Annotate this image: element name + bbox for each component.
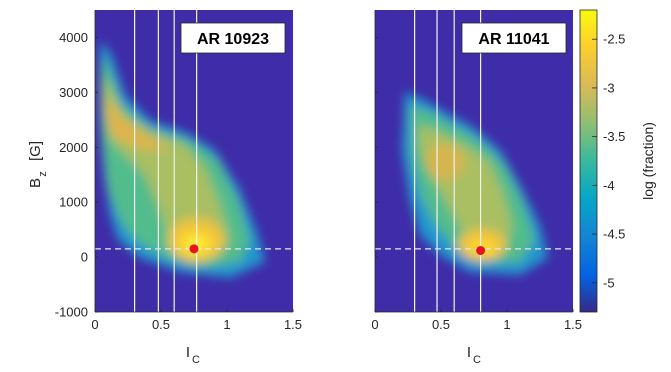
left-x-tick-label: 1 (223, 317, 230, 332)
left-x-tick-label: 1.5 (284, 317, 302, 332)
right-xlabel-subscript: C (473, 354, 481, 366)
left-panel: AR 10923 0 0.5 1 1.5-100001000200030004000 … (27, 10, 302, 366)
left-vertical-lines (134, 10, 198, 312)
left-panel-title: AR 10923 (197, 31, 269, 48)
right-xlabel-symbol: I (467, 344, 471, 361)
left-y-tick-label: 3000 (59, 85, 88, 100)
right-x-tick-label: 0 (371, 317, 378, 332)
left-y-tick-label: 2000 (59, 140, 88, 155)
left-x-tick-label: 0.5 (152, 317, 170, 332)
colorbar-gradient (579, 9, 598, 313)
colorbar-label: log (fraction) (640, 122, 656, 200)
left-ylabel: B z [G] (27, 141, 49, 188)
left-y-tick-label: 1000 (59, 195, 88, 210)
left-ylabel-symbol: B (27, 178, 44, 188)
left-xlabel: I C (186, 344, 200, 366)
right-heatmap (402, 92, 548, 275)
right-panel: AR 11041 0 0.5 1 1.5 I C (371, 10, 582, 366)
left-title-box (180, 22, 286, 54)
colorbar-ticks: -2.5 -3 -3.5 -4 -4.5 -5 (592, 32, 625, 290)
colorbar-tick-label: -3.5 (603, 129, 625, 144)
left-heatmap (100, 40, 265, 278)
colorbar-tick-label: -5 (603, 275, 615, 290)
left-y-tick-label: 4000 (59, 30, 88, 45)
right-vertical-lines (414, 10, 482, 312)
right-panel-title: AR 11041 (478, 31, 549, 48)
colorbar-tick-label: -2.5 (603, 32, 625, 47)
right-x-tick-label: 0.5 (432, 317, 450, 332)
left-y-tick-label: -1000 (55, 305, 88, 320)
left-x-tick-label: 0 (91, 317, 98, 332)
right-xlabel: I C (467, 344, 481, 366)
left-ylabel-subscript: z (37, 171, 49, 177)
left-xlabel-symbol: I (186, 344, 190, 361)
left-ylabel-unit: [G] (27, 141, 44, 161)
right-red-marker (476, 246, 486, 256)
left-red-marker (189, 244, 199, 254)
right-title-box (461, 22, 567, 54)
right-axes: 0 0.5 1 1.5 (371, 10, 582, 332)
right-x-tick-label: 1.5 (564, 317, 582, 332)
colorbar-tick-label: -4.5 (603, 227, 625, 242)
colorbar-tick-label: -4 (603, 178, 615, 193)
right-x-tick-label: 1 (503, 317, 510, 332)
left-xlabel-subscript: C (192, 354, 200, 366)
left-y-tick-label: 0 (81, 250, 88, 265)
colorbar: -2.5 -3 -3.5 -4 -4.5 -5 log (fraction) (579, 9, 656, 313)
colorbar-tick-label: -3 (603, 80, 615, 95)
